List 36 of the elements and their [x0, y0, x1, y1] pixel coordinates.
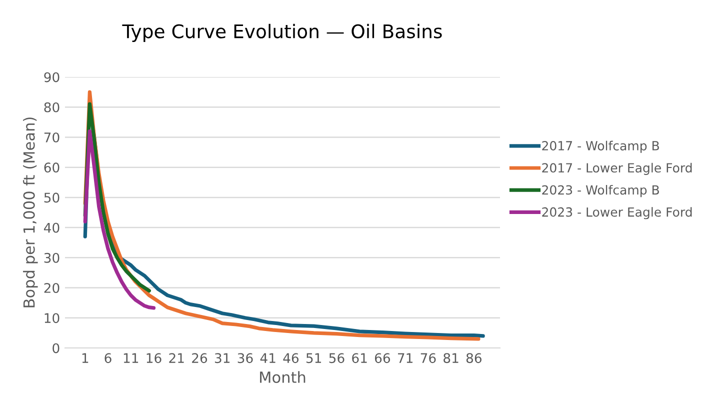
y-tick-label: 30: [44, 252, 60, 263]
x-tick-label: 36: [238, 353, 253, 364]
y-axis-title: Bopd per 1,000 ft (Mean): [23, 118, 38, 308]
legend-label: 2017 - Wolfcamp B: [542, 140, 659, 153]
x-tick-label: 76: [420, 353, 436, 364]
x-tick-label: 6: [104, 353, 112, 364]
x-tick-label: 61: [352, 353, 367, 364]
x-tick-label: 56: [329, 353, 344, 364]
x-tick-label: 1: [82, 353, 88, 363]
y-tick-label: 60: [44, 162, 60, 173]
x-tick-label: 16: [146, 353, 162, 364]
y-tick-label: 80: [44, 102, 60, 112]
x-tick-label: 41: [260, 353, 276, 363]
y-tick-label: 0: [52, 343, 60, 354]
x-axis-title: Month: [260, 371, 306, 384]
y-tick-label: 50: [44, 192, 60, 203]
legend-label: 2023 - Wolfcamp B: [542, 184, 659, 198]
y-tick-label: 70: [44, 132, 60, 142]
legend-label: 2023 - Lower Eagle Ford: [542, 207, 692, 220]
x-tick-label: 21: [169, 353, 184, 363]
legend-label: 2017 - Lower Eagle Ford: [542, 162, 692, 175]
x-tick-label: 46: [283, 353, 299, 364]
x-tick-label: 81: [444, 353, 458, 364]
x-tick-label: 66: [374, 353, 390, 364]
x-tick-label: 11: [124, 353, 138, 363]
x-tick-label: 71: [398, 353, 412, 363]
chart-title: Type Curve Evolution — Oil Basins: [122, 24, 442, 42]
x-tick-label: 31: [214, 353, 230, 364]
y-tick-label: 90: [44, 72, 60, 82]
x-tick-label: 86: [466, 353, 482, 364]
line-series: [83, 129, 156, 310]
y-tick-label: 10: [44, 313, 60, 324]
x-tick-label: 51: [306, 353, 322, 364]
x-tick-label: 26: [192, 353, 208, 364]
y-tick-label: 40: [44, 222, 60, 233]
y-tick-label: 20: [44, 283, 60, 293]
